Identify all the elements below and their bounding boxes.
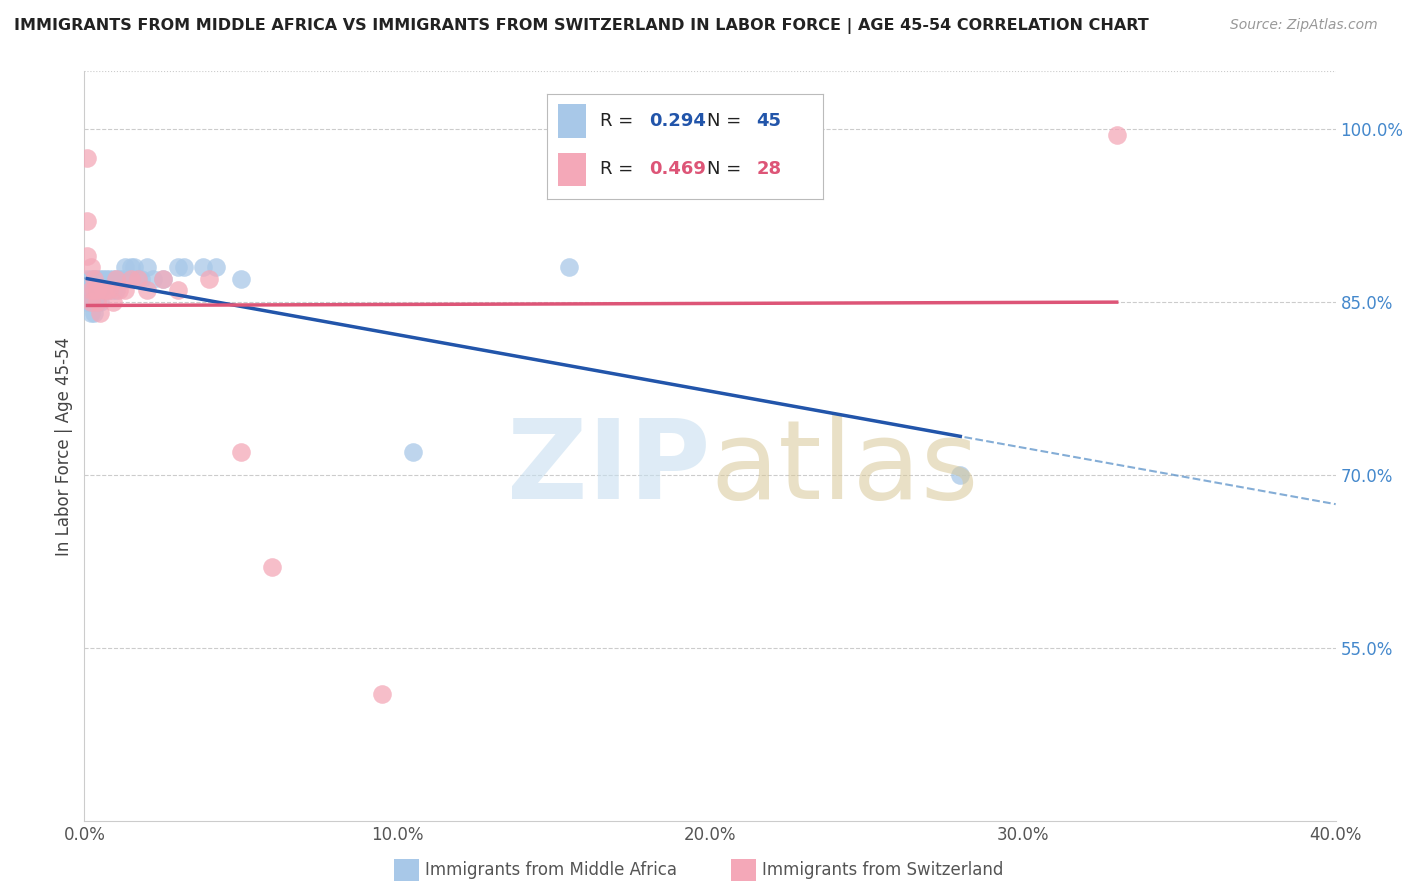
Point (89, 306, 111, 320)
Point (76, 294, 98, 309)
Point (91, 272, 114, 286)
Point (152, 272, 174, 286)
Text: IMMIGRANTS FROM MIDDLE AFRICA VS IMMIGRANTS FROM SWITZERLAND IN LABOR FORCE | AG: IMMIGRANTS FROM MIDDLE AFRICA VS IMMIGRA… (14, 18, 1149, 34)
Point (83, 284, 105, 298)
Point (89, 294, 111, 309)
Point (83, 272, 105, 286)
Point (83, 294, 105, 309)
Point (152, 272, 174, 286)
Point (96, 272, 118, 286)
Text: Immigrants from Middle Africa: Immigrants from Middle Africa (425, 861, 676, 879)
Point (98, 284, 121, 298)
Point (79, 294, 101, 309)
Point (167, 284, 190, 298)
Point (76, 249, 98, 263)
Text: ZIP: ZIP (506, 415, 710, 522)
Text: Immigrants from Switzerland: Immigrants from Switzerland (762, 861, 1004, 879)
Point (142, 272, 165, 286)
Point (83, 284, 105, 298)
Point (402, 444, 425, 458)
Point (120, 260, 142, 275)
Point (101, 294, 124, 309)
Point (129, 272, 152, 286)
Text: atlas: atlas (710, 415, 979, 522)
Point (76, 272, 98, 286)
Point (114, 260, 136, 275)
Point (79, 284, 101, 298)
Point (79, 272, 101, 286)
Point (949, 467, 972, 482)
Point (1105, 128, 1128, 142)
Point (89, 284, 111, 298)
Point (79, 306, 101, 320)
Point (120, 272, 142, 286)
Point (79, 284, 101, 298)
Point (107, 272, 129, 286)
Point (79, 260, 101, 275)
Point (104, 272, 127, 286)
Point (86, 272, 108, 286)
Point (101, 284, 124, 298)
Point (370, 687, 392, 701)
Point (86, 294, 108, 309)
Point (89, 272, 111, 286)
Point (167, 260, 190, 275)
Point (86, 284, 108, 298)
Point (173, 260, 195, 275)
Point (91, 284, 114, 298)
Point (98, 272, 121, 286)
Point (83, 306, 105, 320)
Point (127, 272, 149, 286)
Y-axis label: In Labor Force | Age 45-54: In Labor Force | Age 45-54 (55, 336, 73, 556)
Point (104, 284, 127, 298)
Point (79, 294, 101, 309)
Point (96, 284, 118, 298)
Point (91, 284, 114, 298)
Point (136, 284, 159, 298)
Point (107, 284, 129, 298)
Point (229, 444, 252, 458)
Point (124, 260, 146, 275)
Point (86, 284, 108, 298)
Point (558, 260, 581, 275)
Text: Source: ZipAtlas.com: Source: ZipAtlas.com (1230, 18, 1378, 32)
Point (117, 272, 139, 286)
Point (76, 214, 98, 228)
Point (111, 272, 134, 286)
Point (229, 272, 252, 286)
Point (114, 284, 136, 298)
Point (101, 272, 124, 286)
Point (204, 260, 226, 275)
Point (83, 272, 105, 286)
Point (76, 151, 98, 165)
Point (127, 272, 149, 286)
Point (262, 560, 284, 574)
Point (198, 272, 221, 286)
Point (86, 294, 108, 309)
Point (104, 272, 127, 286)
Point (76, 284, 98, 298)
Point (136, 260, 159, 275)
Point (98, 284, 121, 298)
Point (193, 260, 215, 275)
